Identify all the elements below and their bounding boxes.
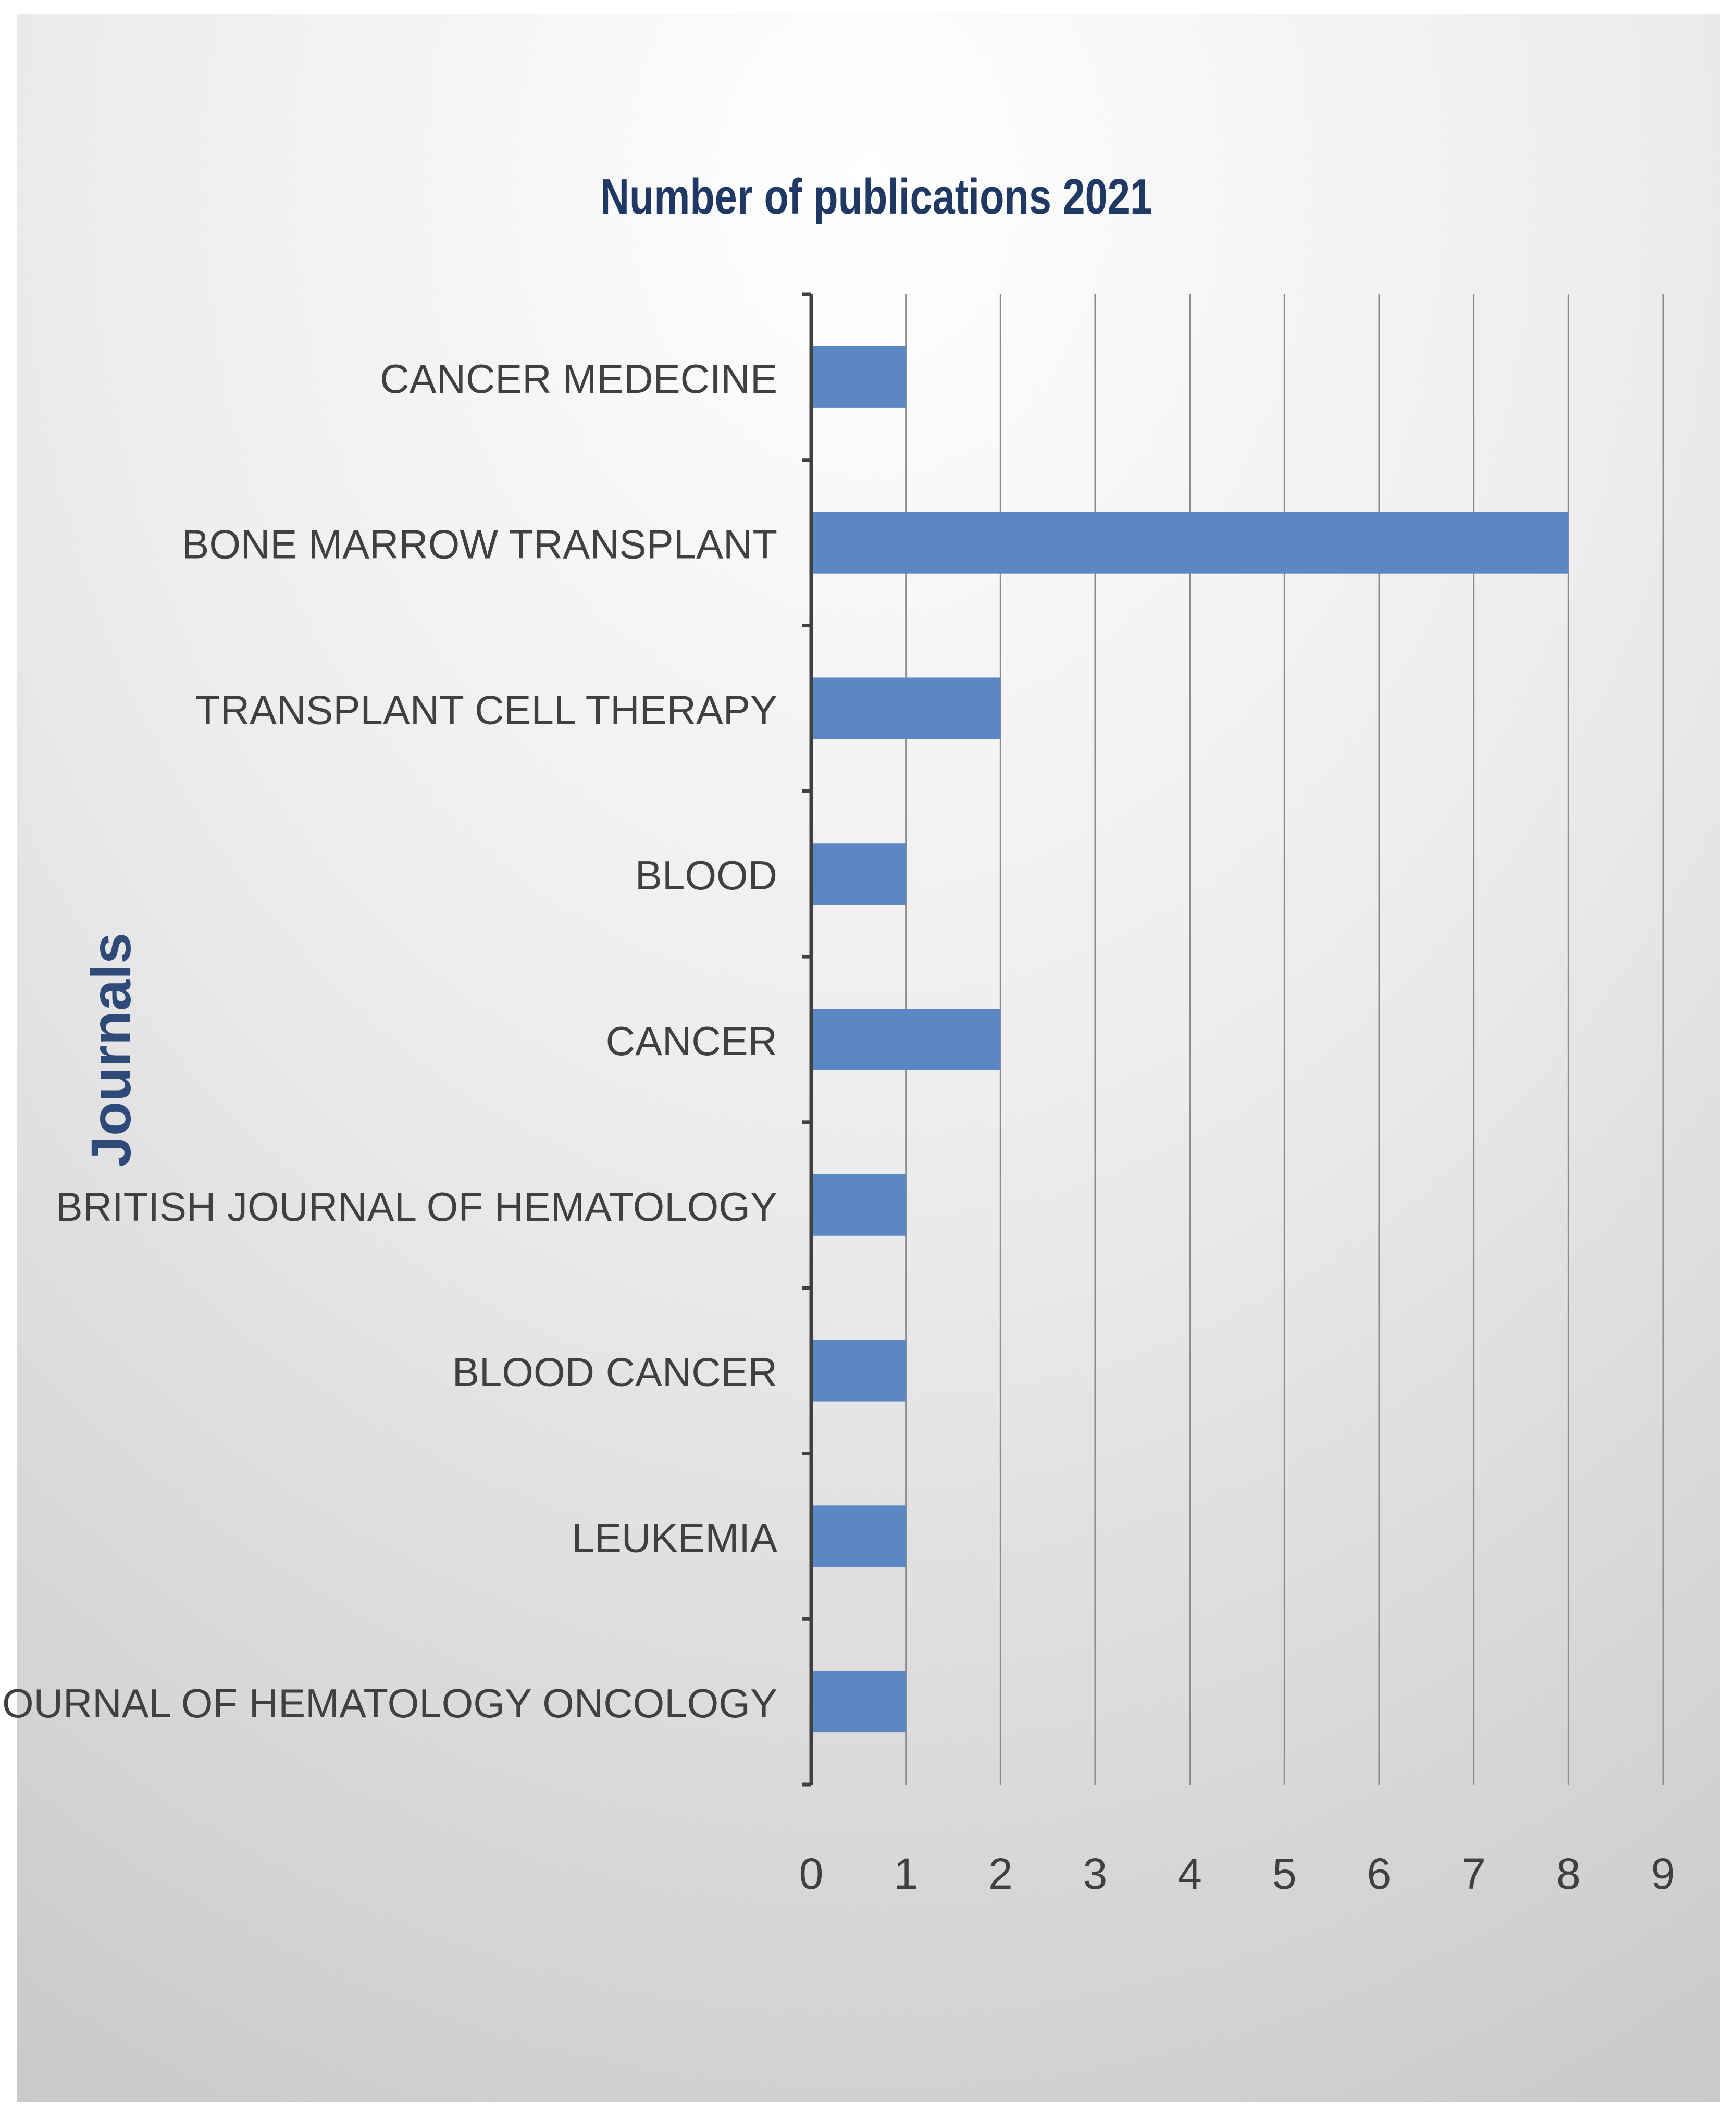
category-label-6: BRITISH JOURNAL OF HEMATOLOGY xyxy=(56,1184,777,1230)
bar-9 xyxy=(811,1671,906,1733)
bar-layer xyxy=(811,346,1569,1733)
label-layer: 0 1 2 3 4 5 6 7 8 9 CANCER MEDECINE BONE MARROW TRA… xyxy=(0,356,1675,1898)
axis-layer xyxy=(802,292,813,1787)
x-tick-label-3: 3 xyxy=(1083,1849,1108,1898)
bar-5 xyxy=(811,1009,1001,1070)
bar-1 xyxy=(811,346,906,408)
bar-8 xyxy=(811,1505,906,1567)
category-label-5: CANCER xyxy=(606,1018,777,1064)
category-label-3: TRANSPLANT CELL THERAPY xyxy=(195,687,777,733)
x-tick-label-0: 0 xyxy=(799,1849,824,1898)
x-tick-label-4: 4 xyxy=(1177,1849,1202,1898)
bar-6 xyxy=(811,1174,906,1236)
x-tick-label-5: 5 xyxy=(1272,1849,1297,1898)
x-tick-label-1: 1 xyxy=(894,1849,918,1898)
category-label-2: BONE MARROW TRANSPLANT xyxy=(182,522,777,567)
x-tick-label-9: 9 xyxy=(1651,1849,1676,1898)
x-tick-label-2: 2 xyxy=(988,1849,1013,1898)
x-tick-label-7: 7 xyxy=(1461,1849,1486,1898)
category-label-1: CANCER MEDECINE xyxy=(380,356,777,402)
x-tick-label-8: 8 xyxy=(1556,1849,1581,1898)
bar-7 xyxy=(811,1340,906,1402)
bar-4 xyxy=(811,843,906,905)
bar-3 xyxy=(811,677,1001,739)
chart-title: Number of publications 2021 xyxy=(600,169,1152,225)
category-label-9: JOURNAL OF HEMATOLOGY ONCOLOGY xyxy=(0,1680,777,1726)
bar-2 xyxy=(811,512,1569,574)
category-label-8: LEUKEMIA xyxy=(572,1515,777,1561)
category-label-7: BLOOD CANCER xyxy=(452,1349,777,1395)
x-tick-label-6: 6 xyxy=(1367,1849,1392,1898)
y-axis-title: Journals xyxy=(79,933,142,1167)
category-label-4: BLOOD xyxy=(635,852,777,898)
